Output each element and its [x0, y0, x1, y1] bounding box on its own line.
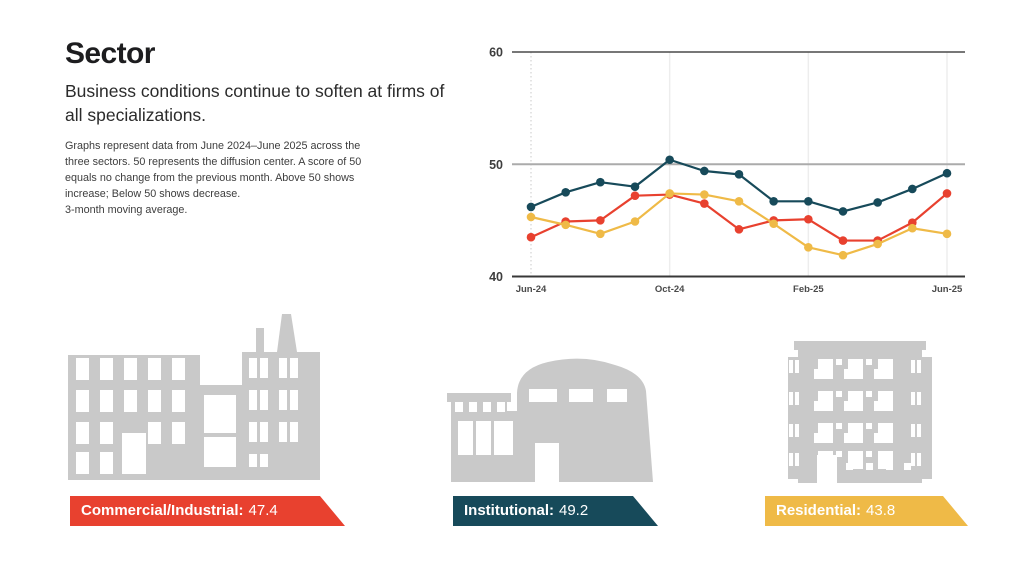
chart-description: Graphs represent data from June 2024–Jun… — [65, 140, 362, 200]
data-point-residential — [908, 223, 917, 233]
data-point-institutional — [734, 170, 744, 179]
data-point-commercial-industrial — [596, 216, 605, 225]
data-point-institutional — [908, 184, 917, 194]
line-chart-canvas: 40 50 60 Jun-24 Oct-24 Feb-25 Jun-25 — [489, 46, 965, 295]
commercial-industrial-label: Commercial/Industrial: — [81, 502, 244, 519]
data-point-residential — [700, 190, 709, 199]
residential-building-icon — [788, 341, 932, 483]
data-point-residential — [630, 217, 640, 226]
x-axis-tick-label: Jun-24 — [516, 284, 547, 295]
data-point-institutional — [804, 196, 813, 206]
data-point-residential — [838, 250, 848, 260]
data-point-residential — [942, 229, 952, 239]
data-point-institutional — [942, 168, 952, 178]
data-point-residential — [526, 212, 536, 222]
data-point-commercial-industrial — [700, 199, 709, 208]
data-point-institutional — [838, 207, 848, 216]
data-point-residential — [561, 220, 570, 230]
institutional-label: Institutional: — [464, 502, 554, 519]
commercial-industrial-building-icon — [68, 314, 320, 480]
data-point-institutional — [526, 202, 536, 212]
residential-label: Residential: — [776, 502, 862, 519]
x-axis-tick-label: Jun-25 — [932, 284, 963, 295]
data-point-institutional — [700, 166, 709, 176]
moving-average-note: 3-month moving average. — [65, 203, 188, 216]
y-axis-tick-label: 40 — [489, 270, 503, 284]
y-axis-tick-label: 60 — [489, 46, 503, 60]
data-point-residential — [734, 196, 744, 206]
data-point-institutional — [630, 182, 640, 191]
data-point-commercial-industrial — [838, 236, 848, 245]
commercial-industrial-value: 47.4 — [248, 502, 278, 519]
data-point-commercial-industrial — [804, 214, 813, 224]
residential-value: 43.8 — [866, 502, 896, 519]
data-point-residential — [873, 239, 882, 249]
residential-banner: Residential: 43.8 — [765, 496, 968, 526]
x-axis-tick-label: Oct-24 — [655, 284, 685, 295]
data-point-commercial-industrial — [526, 232, 536, 242]
y-axis-tick-label: 50 — [489, 158, 503, 172]
data-point-commercial-industrial — [630, 191, 640, 200]
data-point-residential — [769, 219, 778, 229]
page-subtitle: Business conditions continue to soften a… — [65, 80, 445, 126]
data-point-institutional — [769, 196, 778, 206]
commercial-industrial-banner: Commercial/Industrial: 47.4 — [70, 496, 345, 526]
sector-line-chart: 40 50 60 Jun-24 Oct-24 Feb-25 Jun-25 — [455, 28, 1015, 308]
x-axis-tick-label: Feb-25 — [793, 284, 824, 295]
data-point-residential — [665, 189, 674, 198]
institutional-building-icon — [447, 358, 653, 482]
institutional-value: 49.2 — [559, 502, 589, 519]
data-point-commercial-industrial — [942, 189, 952, 198]
data-point-residential — [596, 229, 605, 239]
data-point-commercial-industrial — [734, 225, 744, 234]
data-point-institutional — [665, 155, 674, 165]
data-point-institutional — [561, 188, 570, 197]
institutional-banner: Institutional: 49.2 — [453, 496, 658, 526]
data-point-institutional — [596, 177, 605, 187]
page-title: Sector — [65, 37, 155, 70]
header-block: Sector Business conditions continue to s… — [65, 38, 465, 218]
data-point-institutional — [873, 198, 882, 207]
data-point-residential — [804, 243, 813, 252]
